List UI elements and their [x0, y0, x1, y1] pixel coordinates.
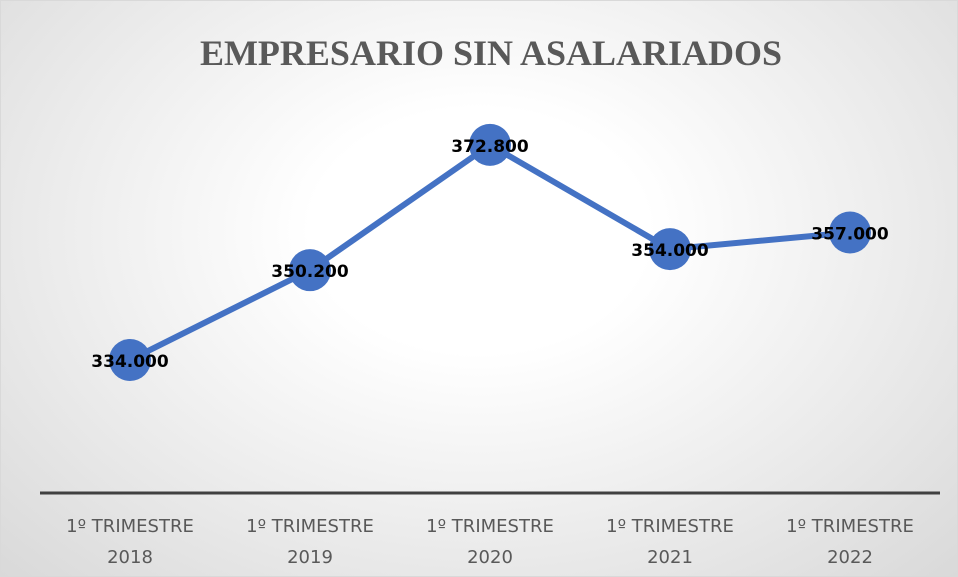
x-tick-label: 1º TRIMESTRE 2020: [426, 516, 554, 568]
data-label: 334.000: [91, 352, 169, 372]
data-label: 350.200: [271, 262, 349, 282]
data-label: 357.000: [811, 224, 889, 244]
line: [128, 141, 851, 363]
chart-title: EMPRESARIO SIN ASALARIADOS: [200, 33, 782, 73]
marker: [649, 228, 691, 271]
x-tick-label: 1º TRIMESTRE 2018: [66, 516, 194, 568]
x-tick-label: 1º TRIMESTRE 2022: [786, 516, 914, 568]
x-tick-label: 1º TRIMESTRE 2019: [246, 516, 374, 568]
marker: [829, 211, 871, 254]
data-label: 372.800: [451, 137, 529, 157]
marker: [109, 338, 151, 381]
x-tick-label: 1º TRIMESTRE 2021: [606, 516, 734, 568]
data-label: 354.000: [631, 241, 709, 261]
marker: [289, 249, 331, 292]
marker: [469, 123, 511, 166]
